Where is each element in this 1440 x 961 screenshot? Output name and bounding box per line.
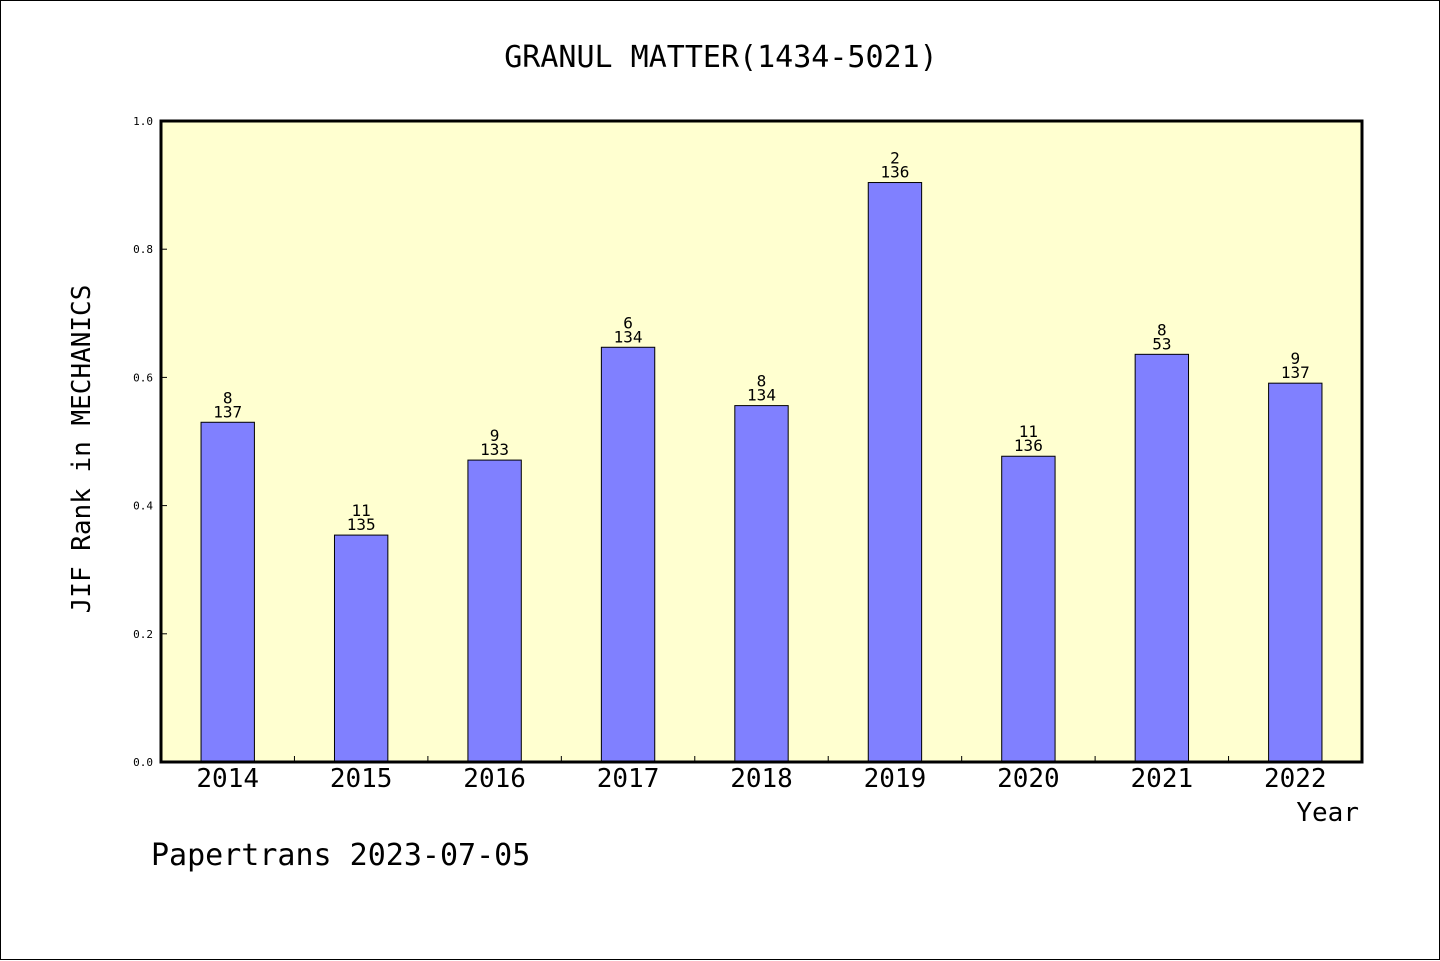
y-tick-label: 0.6 (133, 371, 153, 384)
bar (867, 182, 923, 763)
bar-rank-label: 8 (1157, 320, 1167, 339)
x-axis-ticks: 2014 2015 2016 2017 2018 2019 2020 2021 2022 (196, 756, 1327, 794)
x-tick-label: 2018 (730, 764, 793, 794)
x-axis-label: Year (1296, 798, 1359, 828)
bar-rank-label: 8 (223, 388, 233, 407)
y-tick-label: 1.0 (133, 115, 153, 128)
y-axis-label: JIF Rank in MECHANICS (67, 285, 97, 614)
bar-rank-label: 9 (1290, 349, 1300, 368)
x-tick-label: 2019 (864, 764, 927, 794)
bar-total-label: 135 (347, 515, 376, 534)
x-tick-label: 2021 (1131, 764, 1194, 794)
bar-total-label: 136 (880, 163, 909, 182)
y-tick-label: 0.8 (133, 243, 153, 256)
bar-rank-label: 6 (623, 313, 633, 332)
bar-total-label: 53 (1152, 334, 1171, 353)
x-tick-label: 2022 (1264, 764, 1327, 794)
x-tick-label: 2020 (997, 764, 1060, 794)
bar-total-label: 134 (614, 327, 643, 346)
bar-total-label: 137 (213, 402, 242, 421)
footer-text: Papertrans 2023-07-05 (151, 838, 530, 873)
bar (467, 459, 522, 763)
bar-total-label: 133 (480, 440, 509, 459)
y-tick-label: 0.0 (133, 756, 153, 769)
chart-title: GRANUL MATTER(1434-5021) (504, 40, 937, 75)
bar (333, 534, 389, 763)
bar-rank-label: 11 (1019, 422, 1038, 441)
y-tick-label: 0.4 (133, 500, 153, 513)
plot-border (159, 119, 1364, 764)
bar-total-label: 136 (1014, 436, 1043, 455)
bar-total-label: 134 (747, 386, 776, 405)
bar (1001, 455, 1056, 763)
y-axis-ticks: 0.0 0.2 0.4 0.6 0.8 1.0 (133, 115, 167, 769)
bar-rank-label: 2 (890, 149, 900, 168)
bar (600, 346, 656, 763)
bar-rank-label: 9 (490, 426, 500, 445)
y-tick-label: 0.2 (133, 628, 153, 641)
bar-rank-label: 8 (757, 372, 767, 391)
bar (1268, 382, 1323, 763)
bar-total-label: 137 (1281, 363, 1310, 382)
bar-rank-label: 11 (352, 501, 371, 520)
x-tick-label: 2016 (463, 764, 526, 794)
bar (200, 421, 255, 763)
x-tick-label: 2017 (597, 764, 660, 794)
x-tick-label: 2014 (196, 764, 259, 794)
bar (1134, 353, 1190, 763)
x-tick-label: 2015 (330, 764, 393, 794)
bar (734, 405, 789, 763)
